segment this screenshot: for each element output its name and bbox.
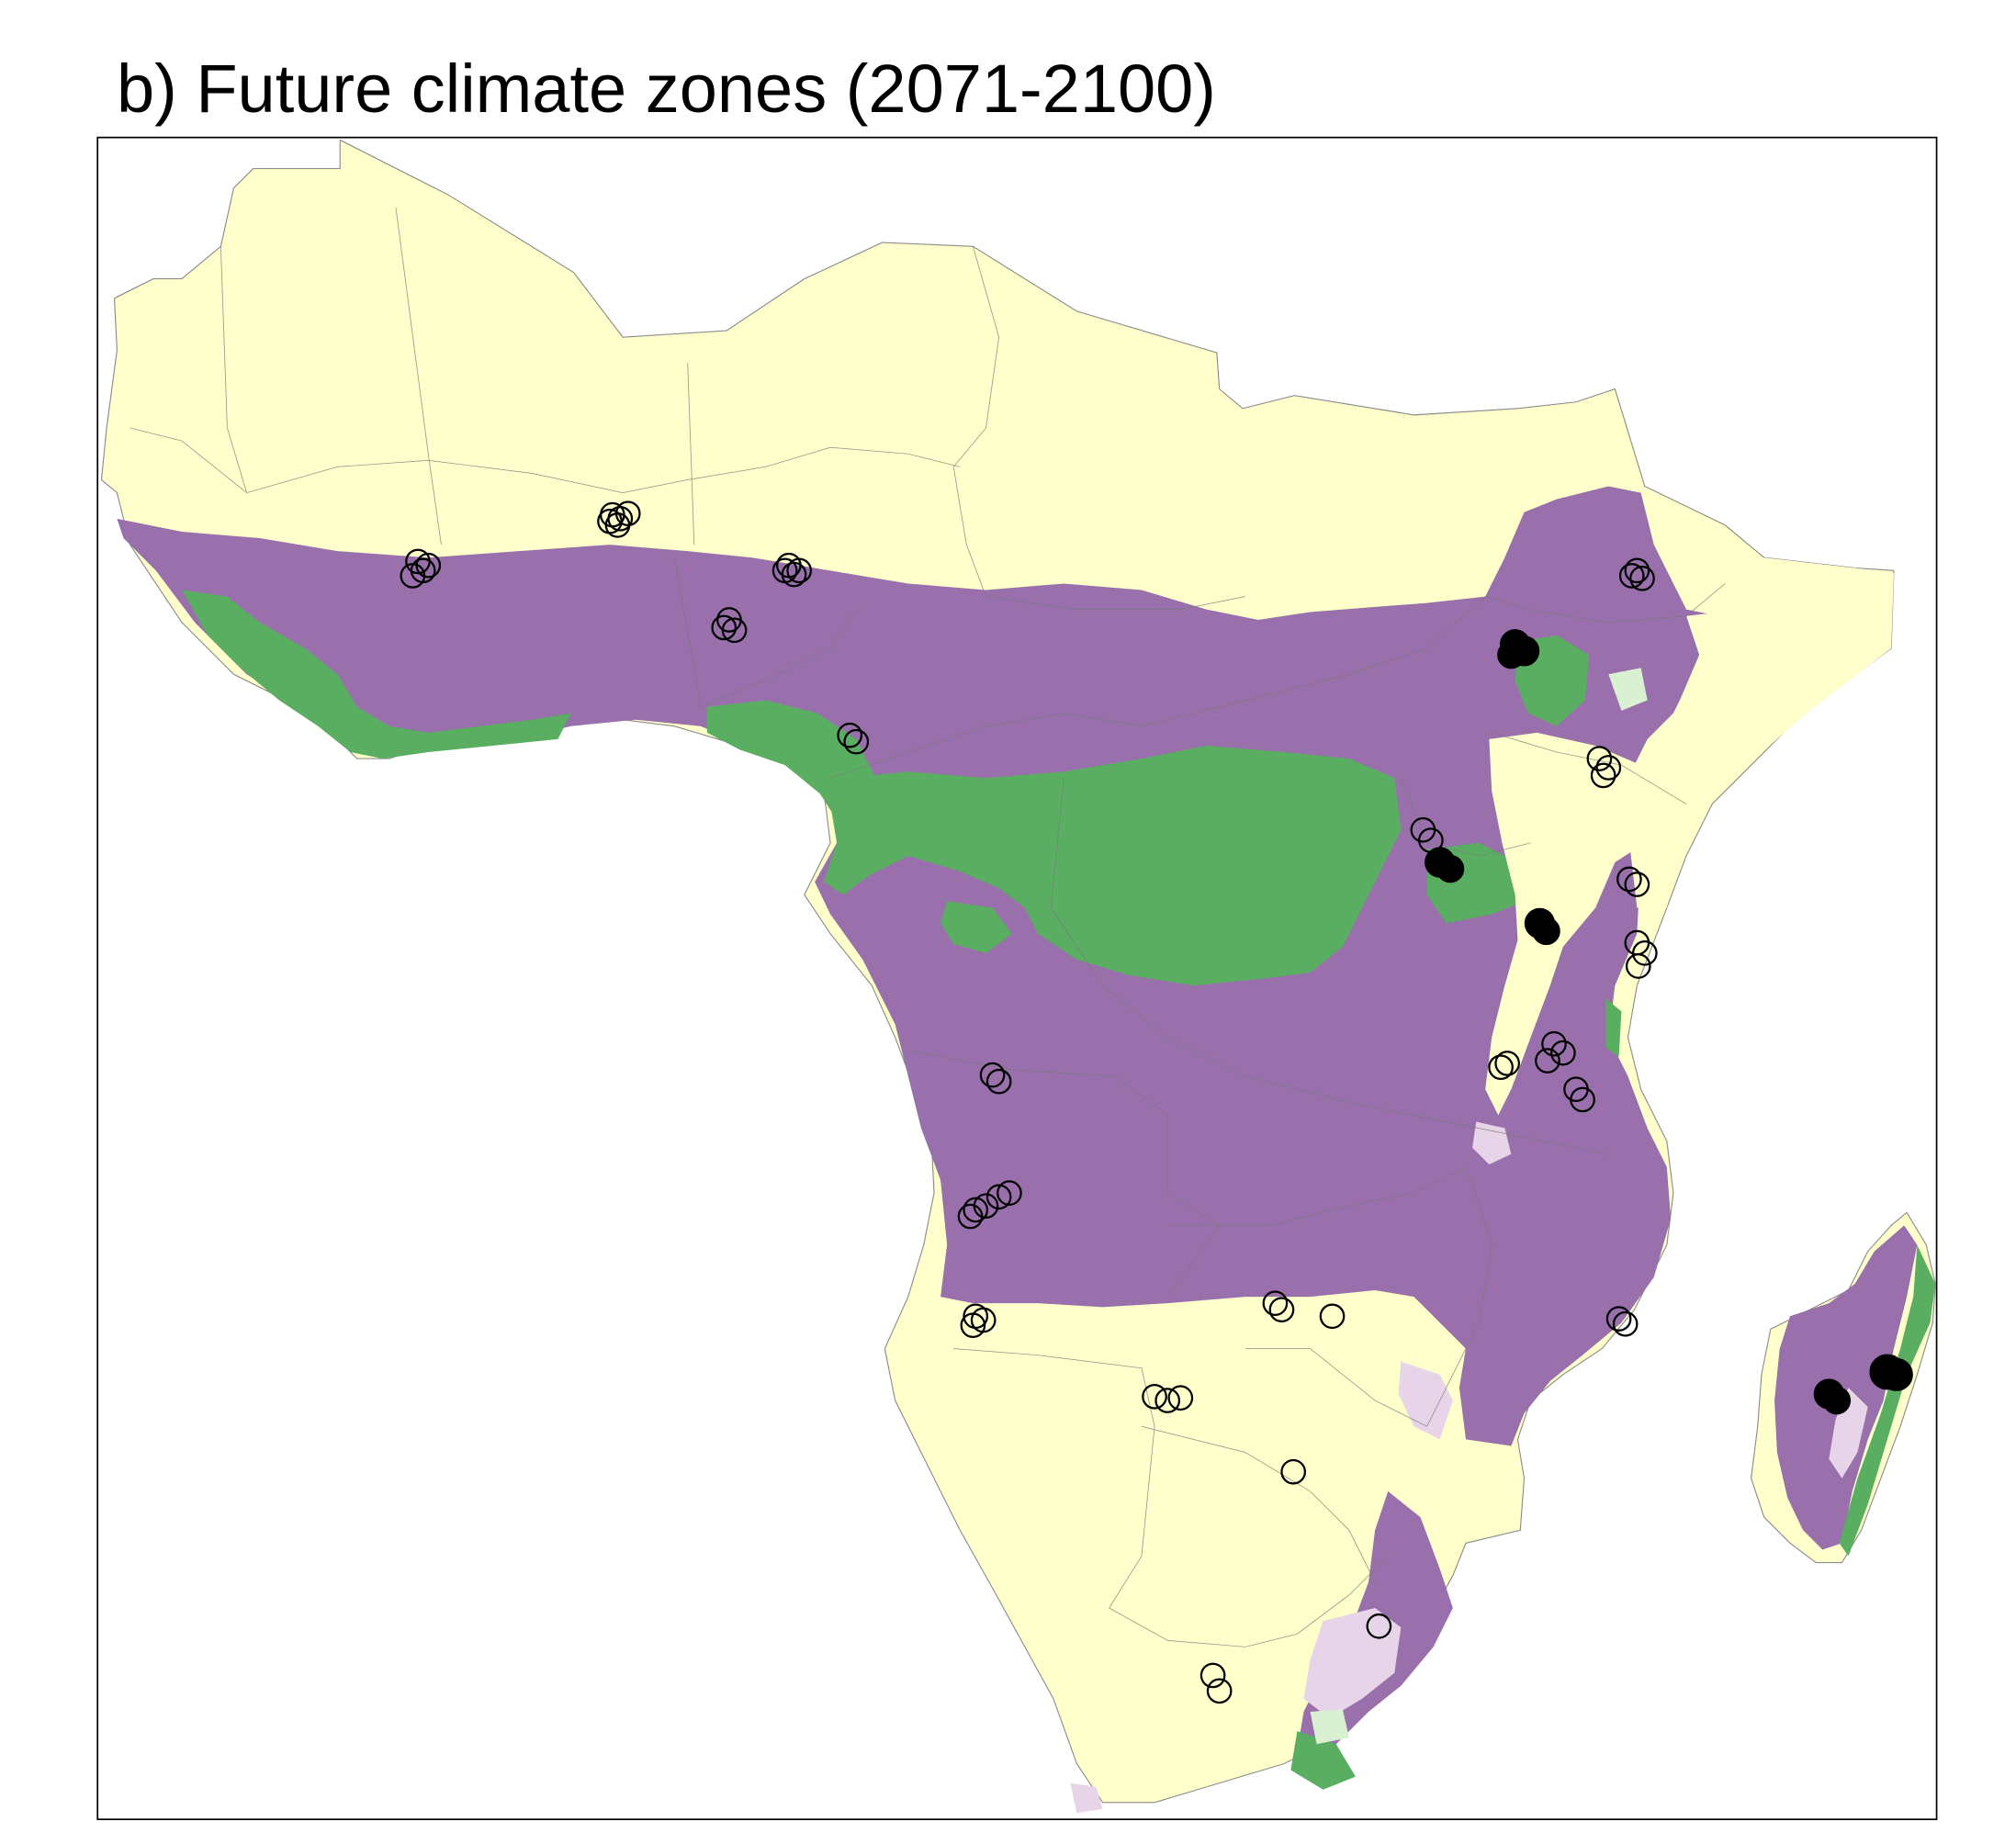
marker-south-africa-east [1366, 1613, 1392, 1639]
border-sahel [246, 446, 961, 494]
marker-zambia-east [1319, 1303, 1346, 1330]
marker-cluster-kenya-coast [1624, 929, 1658, 979]
lilac-mozambique [1398, 1361, 1453, 1440]
humid-southeast-coast [1290, 1731, 1356, 1790]
arid-east-africa-highlands [1485, 732, 1661, 1116]
border-west-2 [130, 427, 247, 493]
border-zambia [1167, 1166, 1467, 1226]
border-namibia [953, 1348, 1155, 1609]
arid-patches [1485, 557, 1894, 1116]
map-title: b) Future climate zones (2071-2100) [117, 51, 1216, 127]
border-west-1 [220, 246, 248, 493]
marker-south-africa-west [1199, 1662, 1233, 1704]
tropical-madagascar [1774, 1225, 1918, 1550]
humid-kenya-coast [1605, 998, 1622, 1057]
border-zimbabwe [1245, 1348, 1427, 1427]
border-niger-chad [687, 363, 695, 545]
lilac-zone [1070, 1121, 1868, 1814]
marker-cluster-kenya-dense [1524, 907, 1560, 946]
humid-zone [181, 590, 1936, 1790]
lilac-cape [1070, 1782, 1103, 1814]
pale-green-ethiopia [1608, 668, 1648, 711]
border-ethiopia [1485, 583, 1726, 624]
marker-cluster-cameroon [837, 722, 870, 755]
marker-cluster-angola-north [979, 1062, 1012, 1095]
marker-cluster-botswana [1142, 1383, 1194, 1413]
marker-cluster-tanzania [1488, 1030, 1595, 1113]
border-mozambique [1426, 1166, 1492, 1427]
border-nigeria [674, 557, 857, 708]
lilac-south-africa [1303, 1607, 1402, 1719]
map-frame [96, 136, 1938, 1821]
marker-cluster-angola-south [960, 1303, 997, 1339]
marker-cluster-nigeria-north [771, 552, 812, 588]
border-central-1 [829, 596, 1486, 779]
country-borders [130, 207, 1726, 1647]
lilac-madagascar [1829, 1387, 1868, 1479]
marker-cluster-uganda-dense [1425, 847, 1465, 883]
pale-green-zone [1310, 668, 1648, 1745]
marker-zimbabwe [1280, 1458, 1306, 1485]
border-mali-niger [395, 207, 442, 545]
marker-cluster-mali [400, 548, 442, 589]
marker-cluster-angola-mid [957, 1180, 1022, 1230]
border-kenya [1492, 732, 1687, 804]
marker-cluster-madagascar-west [1813, 1378, 1852, 1415]
marker-cluster-zambia [1262, 1290, 1295, 1323]
border-chad-sudan [952, 246, 1000, 597]
humid-congo-basin [823, 745, 1402, 986]
border-sudan [985, 596, 1245, 611]
humid-gabon-patch [940, 901, 1012, 953]
border-south-africa [1109, 1556, 1389, 1647]
marker-cluster-mozambique [1605, 1306, 1639, 1337]
marker-cluster-nigeria-mid [711, 607, 748, 644]
humid-west-coast [181, 590, 571, 759]
site-markers [400, 500, 1913, 1704]
border-botswana [1141, 1425, 1376, 1582]
border-uganda [1400, 778, 1531, 857]
humid-madagascar-coast [1839, 1244, 1936, 1557]
marker-cluster-ethiopia [1618, 557, 1655, 591]
humid-gulf-guinea [706, 700, 876, 830]
marker-cluster-burkina [597, 500, 641, 538]
border-drc [1050, 778, 1349, 1103]
pale-green-drakensberg [1310, 1709, 1349, 1745]
marker-cluster-kenya-east [1616, 866, 1650, 897]
arid-horn [1627, 557, 1894, 908]
marker-cluster-madagascar-east [1869, 1354, 1913, 1391]
border-tanzania [1348, 1101, 1609, 1155]
marker-cluster-ethiopia-dense [1497, 629, 1540, 669]
marker-cluster-kenya-north [1586, 746, 1622, 789]
